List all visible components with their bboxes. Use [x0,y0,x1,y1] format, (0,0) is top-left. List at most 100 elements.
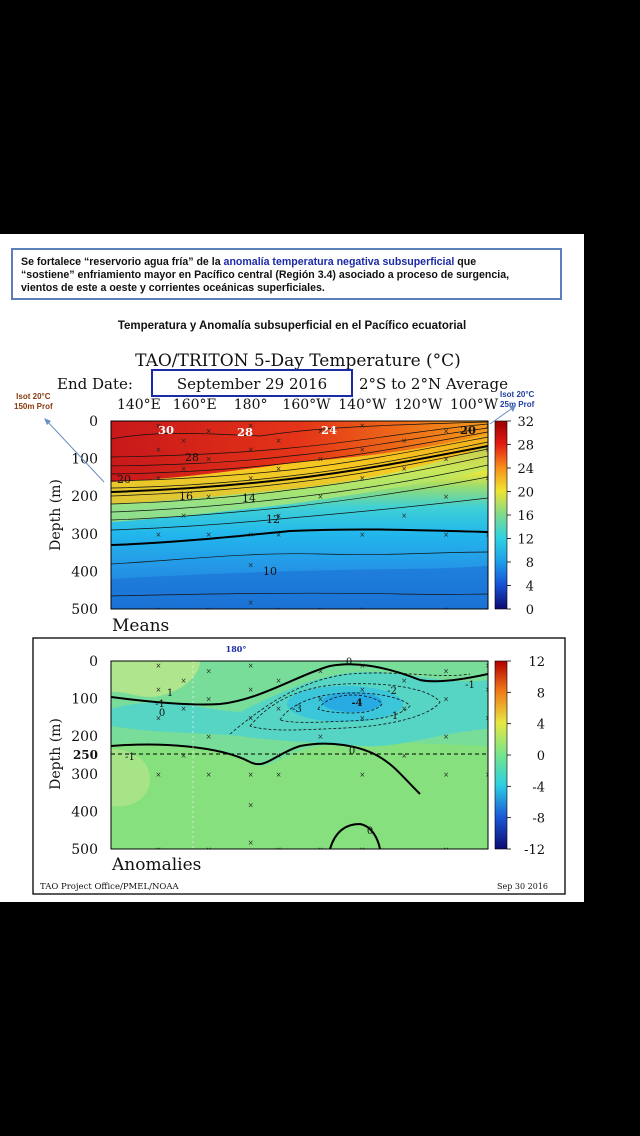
bottom-panel-label: Anomalies [111,855,201,875]
top-subtitle-suffix: 2°S to 2°N Average [359,375,508,393]
anomaly-contour-label: 0 [346,657,352,668]
colorbar-tick-label: 32 [517,415,534,430]
station-marker: × [401,677,407,685]
bottom-station-markers: × × × × × × × × × × × × × × × × × × × × × × × × × × × × × × × × × × × × × × × ×… [156,662,491,854]
station-marker: × [276,677,282,685]
station-marker: × [206,846,212,854]
station-marker: × [156,662,162,670]
station-marker: × [485,446,491,454]
station-marker: × [156,422,162,430]
left-arrow-head [44,418,51,425]
station-marker: × [276,705,282,713]
y-tick-label: 200 [71,489,98,505]
station-marker: × [206,427,212,435]
colorbar-tick-label: 0 [526,603,534,618]
colorbar-tick-label: 28 [517,439,534,454]
surface-label: 20 [460,423,476,437]
station-marker: × [248,599,254,607]
station-marker: × [276,531,282,539]
station-marker: × [485,474,491,482]
right-note-arrow [489,406,515,425]
station-marker: × [318,696,324,704]
station-marker: × [248,714,254,722]
top-subtitle-prefix: End Date: [57,375,133,393]
station-marker: × [485,662,491,670]
top-colorbar [494,420,508,610]
station-marker: × [181,752,187,760]
station-marker: × [401,705,407,713]
station-marker: × [318,606,324,614]
x-tick-label: 140°W [338,397,387,413]
station-marker: × [156,686,162,694]
bottom-colorbar [494,660,508,850]
top-heatmap: × × × × × × × × × × × × × × × × × × × × × × × × × × × × × × × × × × × × × × × ×… [111,421,491,614]
bottom-y-tick-labels: 0 100 200 250 300 400 500 [71,654,98,858]
anomaly-contour-label: 1 [167,688,173,699]
x-tick-label: 100°W [450,397,499,413]
bottom-y-axis-label: Depth (m) [48,718,64,790]
colorbar-tick-label: 12 [528,655,545,670]
top-contours [111,421,488,597]
station-marker: × [156,714,162,722]
station-marker: × [318,493,324,501]
station-marker: × [206,733,212,741]
note-line: Isot 20°C [500,390,535,399]
chart-svg: TAO/TRITON 5-Day Temperature (°C) End Da… [32,351,566,895]
y-tick-label: 300 [71,767,98,783]
station-marker: × [156,846,162,854]
top-thermocline-lower [111,446,488,522]
colorbar-tick-label: 8 [537,686,545,701]
anomaly-contour-label: 0 [349,746,355,757]
station-marker: × [443,531,449,539]
station-marker: × [248,422,254,430]
anomalies-frame [32,637,566,895]
anomaly-negative-contours [229,672,471,735]
station-marker: × [318,456,324,464]
station-marker: × [248,561,254,569]
station-marker: × [359,531,365,539]
station-marker: × [443,696,449,704]
station-marker: × [485,422,491,430]
bottom-contour-labels: 0 1 -1 0 -2 -3 -4 -1 1 -1 0 0 [125,657,475,837]
station-marker: × [401,752,407,760]
x-tick-label: 120°W [394,397,443,413]
anomaly-contour-label: -1 [155,699,165,710]
y-tick-label: 100 [71,692,98,708]
y-tick-label: 400 [71,804,98,820]
top-deep-layer [111,566,488,609]
x-tick-label: 140°E [117,397,161,413]
slide: Se fortalece “reservorio agua fría” de l… [0,234,584,902]
station-marker: × [318,667,324,675]
y-tick-label: 500 [71,602,98,618]
bottom-heatmap: × × × × × × × × × × × × × × × × × × × × × × × × × × × × × × × × × × × × × × × ×… [111,661,491,854]
station-marker: × [156,446,162,454]
top-plot-frame [110,420,489,610]
station-marker: × [156,606,162,614]
caption-text: Se fortalece “reservorio agua fría” de l… [21,256,224,268]
top-panel-label: Means [112,616,169,636]
top-isotherm-12c [111,528,488,546]
colorbar-tick-label: 4 [526,580,534,595]
station-marker: × [248,474,254,482]
anomaly-contour-label: -3 [292,704,302,715]
top-isotherm-20c [111,445,488,493]
top-x-tick-labels: 140°E 160°E 180° 160°W 140°W 120°W 100°W [117,397,499,413]
caption-text: que [454,256,477,268]
anomaly-warm-patch [111,661,200,697]
top-warm-pool [111,421,488,482]
station-marker: × [401,512,407,520]
colorbar-tick-label: 0 [537,749,545,764]
anomaly-180-marker: 180° [226,644,247,654]
x-tick-label: 160°W [282,397,331,413]
anomaly-contour-label: -1 [465,680,475,691]
station-marker: × [443,846,449,854]
station-marker: × [206,456,212,464]
footer-date: Sep 30 2016 [497,882,548,891]
station-marker: × [485,771,491,779]
station-marker: × [181,512,187,520]
contour-label: 28 [185,451,199,464]
station-marker: × [359,606,365,614]
y-tick-label: 500 [71,842,98,858]
station-marker: × [359,446,365,454]
contour-label: 10 [263,565,277,578]
